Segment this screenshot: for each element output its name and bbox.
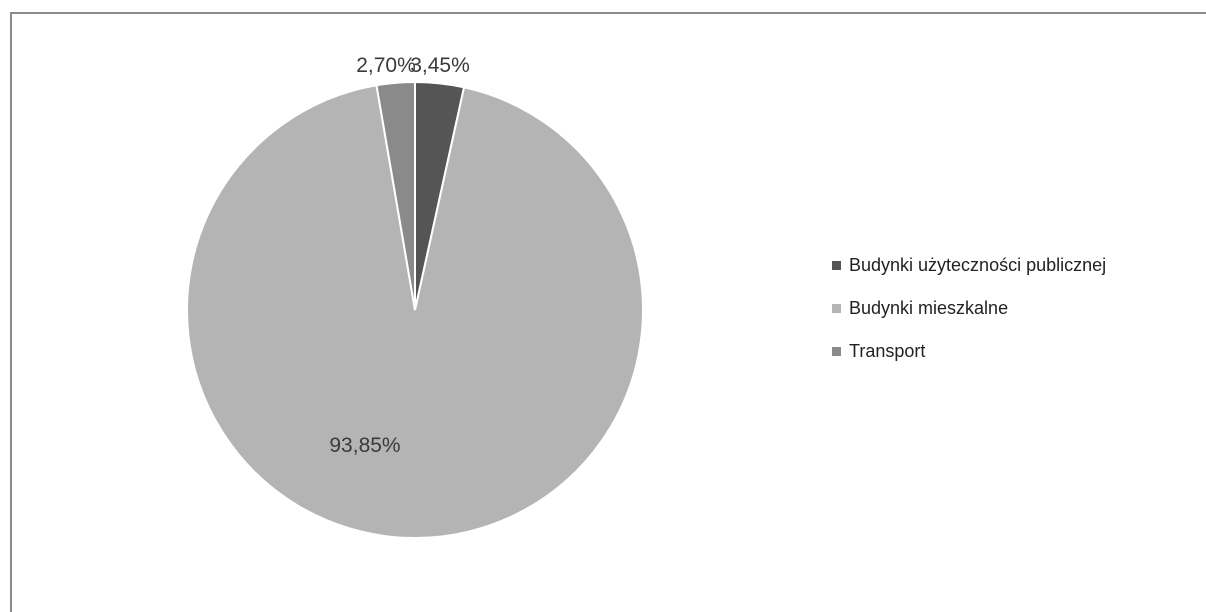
data-label-residential-buildings: 93,85% [329,434,400,457]
data-label-transport: 2,70% [356,54,416,77]
pie-slice-residential-buildings [186,84,644,539]
legend-label-transport: Transport [849,340,926,361]
pie-chart: 3,45% 93,85% 2,70% [186,54,644,539]
pie-slice-transport [375,80,416,311]
legend-label-residential-buildings: Budynki mieszkalne [849,297,1009,318]
legend-item-transport: Transport [832,341,1106,361]
data-label-public-buildings: 3,45% [410,54,470,77]
legend-item-residential-buildings: Budynki mieszkalne [832,298,1106,318]
legend-item-public-buildings: Budynki użyteczności publicznej [832,255,1106,275]
chart-legend: Budynki użyteczności publicznej Budynki … [832,255,1106,384]
pie-slices [186,80,644,539]
data-labels: 3,45% 93,85% 2,70% [329,54,469,457]
legend-swatch-public-buildings [832,260,841,270]
legend-swatch-residential-buildings [832,303,841,313]
legend-swatch-transport [832,346,841,356]
legend-label-public-buildings: Budynki użyteczności publicznej [849,254,1107,275]
